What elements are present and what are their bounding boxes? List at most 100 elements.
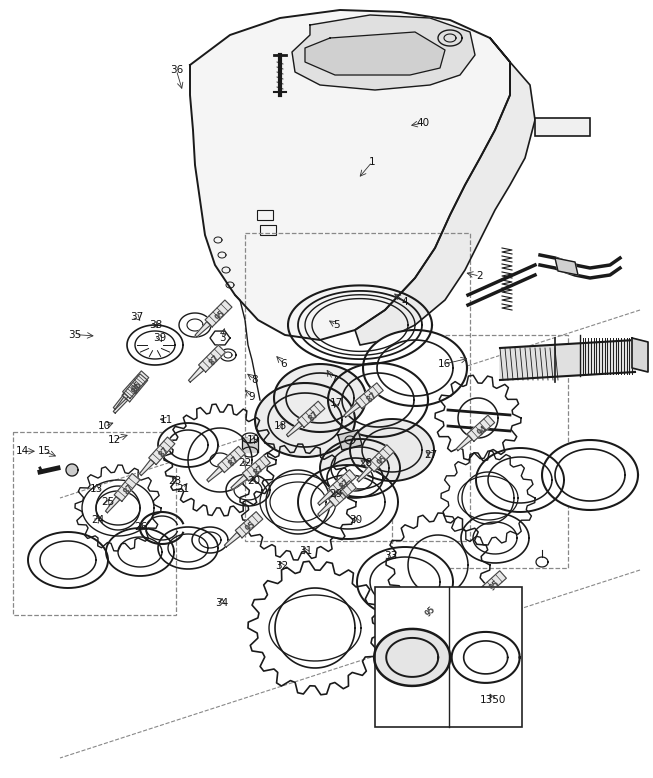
- Text: 95: 95: [244, 520, 258, 534]
- Bar: [245, 233, 470, 541]
- Polygon shape: [320, 439, 400, 497]
- Text: 26: 26: [134, 523, 147, 532]
- Polygon shape: [149, 437, 175, 464]
- Text: 27: 27: [424, 450, 438, 460]
- Polygon shape: [242, 438, 258, 452]
- Text: 31: 31: [299, 546, 312, 555]
- Polygon shape: [374, 629, 450, 686]
- Text: 19: 19: [247, 435, 260, 444]
- Polygon shape: [338, 430, 362, 450]
- Polygon shape: [274, 364, 366, 432]
- Text: 6: 6: [281, 359, 287, 369]
- Polygon shape: [357, 466, 372, 482]
- Bar: [392, 335, 568, 568]
- Text: 95: 95: [488, 580, 502, 593]
- Polygon shape: [350, 419, 434, 481]
- Polygon shape: [297, 401, 325, 427]
- Polygon shape: [235, 512, 263, 538]
- Polygon shape: [292, 15, 475, 90]
- Polygon shape: [415, 596, 442, 622]
- Polygon shape: [199, 345, 225, 372]
- Polygon shape: [305, 32, 445, 75]
- Text: 87: 87: [306, 409, 321, 423]
- Polygon shape: [355, 38, 535, 345]
- Polygon shape: [28, 532, 108, 588]
- Polygon shape: [242, 455, 270, 481]
- Polygon shape: [114, 397, 128, 413]
- Polygon shape: [287, 422, 302, 436]
- Text: 87: 87: [251, 464, 266, 477]
- Text: 39: 39: [153, 334, 167, 343]
- Text: 87: 87: [364, 391, 379, 405]
- Text: 95: 95: [375, 454, 389, 467]
- Text: 95: 95: [214, 309, 227, 322]
- Polygon shape: [350, 419, 434, 481]
- Polygon shape: [479, 571, 506, 597]
- Polygon shape: [456, 436, 472, 450]
- Polygon shape: [328, 470, 356, 496]
- Polygon shape: [468, 591, 484, 606]
- Text: 87: 87: [122, 482, 136, 496]
- Text: 5: 5: [333, 321, 340, 330]
- Polygon shape: [217, 447, 245, 472]
- Polygon shape: [476, 448, 564, 512]
- Text: 1350: 1350: [480, 696, 506, 705]
- Bar: [257, 210, 273, 220]
- Text: 17: 17: [330, 398, 343, 408]
- Text: 7: 7: [330, 375, 336, 384]
- Polygon shape: [274, 364, 366, 432]
- Polygon shape: [190, 10, 510, 340]
- Polygon shape: [225, 532, 240, 547]
- Polygon shape: [355, 383, 383, 408]
- Polygon shape: [106, 496, 120, 513]
- Bar: [535, 118, 590, 136]
- Polygon shape: [114, 394, 128, 409]
- Text: 94: 94: [476, 424, 490, 437]
- Polygon shape: [255, 383, 355, 457]
- Text: 8: 8: [251, 375, 258, 384]
- Polygon shape: [632, 338, 648, 372]
- Text: 18: 18: [274, 422, 287, 431]
- Polygon shape: [255, 383, 355, 457]
- Polygon shape: [189, 366, 204, 382]
- Text: 3: 3: [219, 334, 225, 343]
- Polygon shape: [328, 363, 428, 437]
- Polygon shape: [363, 330, 467, 406]
- Text: 87: 87: [207, 354, 221, 368]
- Polygon shape: [318, 501, 334, 516]
- Text: 95: 95: [424, 605, 438, 618]
- Text: 15: 15: [38, 447, 51, 456]
- Text: 14: 14: [16, 447, 29, 456]
- Polygon shape: [542, 440, 638, 510]
- Text: 34: 34: [215, 598, 229, 608]
- Bar: [375, 587, 522, 727]
- Polygon shape: [158, 423, 218, 467]
- Polygon shape: [357, 547, 453, 617]
- Text: 22: 22: [238, 458, 251, 468]
- Text: 13: 13: [90, 484, 103, 493]
- Text: 35: 35: [69, 330, 82, 339]
- Text: 21: 21: [176, 484, 189, 493]
- Polygon shape: [195, 321, 210, 337]
- Polygon shape: [318, 490, 334, 505]
- Text: 87: 87: [157, 446, 170, 460]
- Polygon shape: [367, 445, 394, 471]
- Polygon shape: [66, 464, 78, 476]
- Text: 29: 29: [330, 489, 343, 499]
- Polygon shape: [140, 460, 154, 475]
- Text: 87: 87: [227, 454, 241, 468]
- Text: 40: 40: [417, 118, 430, 128]
- Text: 87: 87: [130, 383, 144, 397]
- Polygon shape: [231, 475, 247, 489]
- Text: 4: 4: [402, 297, 408, 307]
- Text: 12: 12: [108, 435, 121, 444]
- Polygon shape: [555, 258, 578, 275]
- Bar: [13, 432, 176, 615]
- Text: 16: 16: [438, 359, 451, 369]
- Text: 36: 36: [170, 65, 183, 75]
- Polygon shape: [320, 439, 400, 497]
- Text: 11: 11: [160, 415, 173, 425]
- Polygon shape: [122, 374, 148, 401]
- Polygon shape: [344, 403, 360, 417]
- Polygon shape: [114, 474, 140, 501]
